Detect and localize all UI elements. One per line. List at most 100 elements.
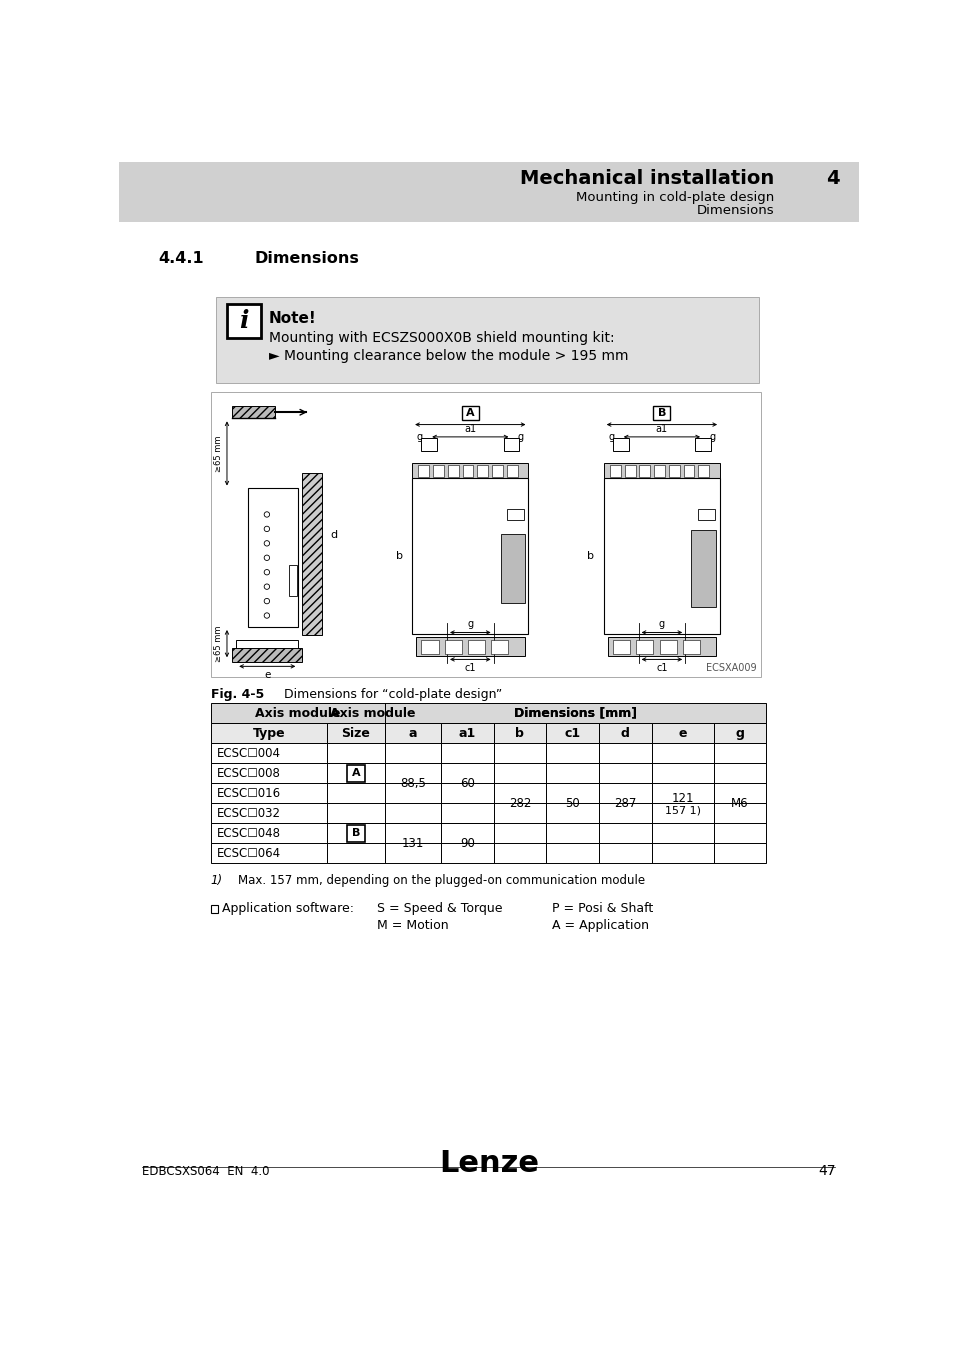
- Text: Type: Type: [253, 726, 285, 740]
- Bar: [698, 509, 715, 520]
- Bar: [289, 566, 296, 597]
- Bar: [302, 472, 321, 634]
- Circle shape: [264, 585, 270, 590]
- Text: 131: 131: [401, 837, 424, 850]
- Bar: [327, 744, 385, 763]
- Text: 4.4.1: 4.4.1: [158, 251, 203, 266]
- Bar: [327, 824, 385, 844]
- Bar: [440, 744, 493, 763]
- Bar: [607, 637, 716, 656]
- Text: d: d: [331, 529, 337, 540]
- Bar: [598, 763, 651, 783]
- Bar: [236, 640, 298, 653]
- Text: Note!: Note!: [269, 310, 316, 325]
- Text: Dimensions [mm]: Dimensions [mm]: [514, 707, 637, 720]
- Text: c1: c1: [464, 663, 476, 672]
- Bar: [492, 464, 502, 477]
- Text: a1: a1: [464, 424, 476, 433]
- Bar: [500, 533, 524, 603]
- Text: A: A: [465, 408, 475, 418]
- Bar: [385, 724, 440, 744]
- Text: a: a: [408, 726, 416, 740]
- Bar: [598, 824, 651, 844]
- Text: 1): 1): [211, 875, 223, 887]
- Text: 50: 50: [565, 796, 579, 810]
- Bar: [613, 439, 628, 451]
- Bar: [546, 724, 598, 744]
- Bar: [462, 464, 473, 477]
- Bar: [651, 783, 713, 803]
- Text: ≥65 mm: ≥65 mm: [213, 625, 223, 662]
- Bar: [493, 763, 546, 783]
- Bar: [233, 648, 302, 662]
- Text: ECSC☐004: ECSC☐004: [216, 747, 280, 760]
- Bar: [713, 724, 765, 744]
- Text: b: b: [587, 551, 594, 562]
- Bar: [668, 464, 679, 477]
- Text: Mechanical installation: Mechanical installation: [519, 170, 773, 189]
- Bar: [211, 393, 760, 678]
- Bar: [211, 744, 327, 763]
- Bar: [418, 464, 429, 477]
- Bar: [493, 744, 546, 763]
- Bar: [713, 763, 765, 783]
- Text: g: g: [517, 432, 523, 441]
- Bar: [613, 640, 630, 653]
- Text: 121: 121: [671, 791, 693, 805]
- Text: 60: 60: [459, 776, 475, 790]
- Bar: [347, 765, 364, 782]
- Bar: [233, 406, 274, 418]
- Text: ECSC☐016: ECSC☐016: [216, 787, 281, 801]
- Bar: [624, 464, 635, 477]
- Bar: [546, 763, 598, 783]
- Text: ECSXA009: ECSXA009: [705, 663, 756, 672]
- Text: Size: Size: [341, 726, 370, 740]
- Bar: [327, 844, 385, 864]
- Bar: [503, 439, 518, 451]
- Bar: [211, 904, 218, 913]
- Text: a1: a1: [458, 726, 476, 740]
- Text: 90: 90: [459, 837, 475, 850]
- Bar: [598, 724, 651, 744]
- Circle shape: [264, 570, 270, 575]
- Bar: [493, 824, 546, 844]
- Bar: [216, 297, 758, 383]
- Bar: [659, 640, 676, 653]
- Bar: [653, 406, 670, 420]
- Text: Mounting in cold-plate design: Mounting in cold-plate design: [576, 190, 773, 204]
- Text: b: b: [515, 726, 524, 740]
- Bar: [598, 844, 651, 864]
- Bar: [444, 640, 461, 653]
- Bar: [461, 406, 478, 420]
- Text: Max. 157 mm, depending on the plugged-on communication module: Max. 157 mm, depending on the plugged-on…: [237, 875, 644, 887]
- Bar: [598, 744, 651, 763]
- Text: A = Application: A = Application: [551, 919, 648, 933]
- Text: a: a: [467, 412, 473, 421]
- Text: Dimensions: Dimensions: [696, 204, 773, 217]
- Bar: [327, 783, 385, 803]
- Text: S = Speed & Torque: S = Speed & Torque: [377, 902, 502, 915]
- Text: 157 1): 157 1): [664, 806, 700, 815]
- Bar: [468, 640, 484, 653]
- Bar: [385, 744, 440, 763]
- Bar: [636, 640, 653, 653]
- Bar: [385, 783, 440, 803]
- Text: M = Motion: M = Motion: [377, 919, 449, 933]
- Bar: [713, 783, 765, 803]
- Bar: [546, 783, 598, 803]
- Bar: [385, 844, 440, 864]
- Text: g: g: [467, 620, 473, 629]
- Bar: [440, 844, 493, 864]
- Bar: [654, 464, 664, 477]
- Text: ECSC☐032: ECSC☐032: [216, 807, 280, 819]
- Text: M6: M6: [730, 796, 748, 810]
- Bar: [327, 724, 385, 744]
- Bar: [598, 783, 651, 803]
- Bar: [651, 724, 713, 744]
- Text: EDBCSXS064  EN  4.0: EDBCSXS064 EN 4.0: [142, 1165, 270, 1179]
- Bar: [506, 544, 523, 555]
- Bar: [598, 803, 651, 824]
- Text: e: e: [678, 726, 686, 740]
- Bar: [493, 724, 546, 744]
- Circle shape: [264, 526, 270, 532]
